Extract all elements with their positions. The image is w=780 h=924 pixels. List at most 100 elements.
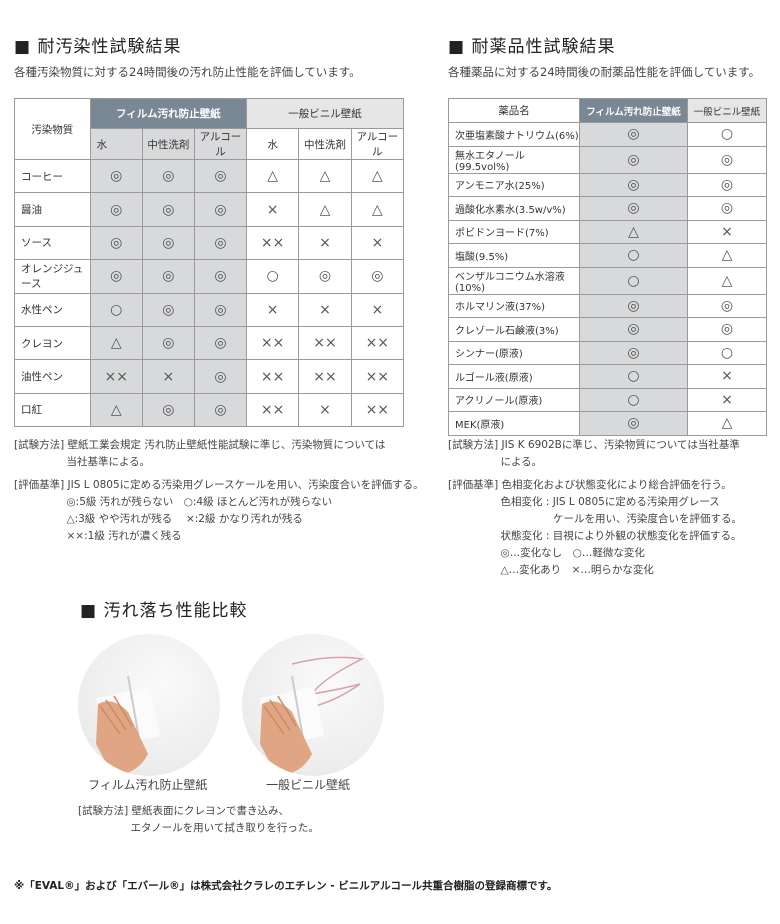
rating-cell: ×× [350,392,405,428]
vinyl-wallpaper-caption: 一般ビニル壁紙 [266,778,351,792]
subheader-cell: 水 [245,128,300,160]
table-row: ホルマリン液(37%) ◎ ◎ [448,293,767,318]
rating-cell: × [298,292,352,327]
rating-cell: ○ [579,243,688,268]
table-row: ポビドンヨード(7%) △ × [448,219,767,244]
substance-name: 口紅 [14,392,91,428]
note-line: ××:1級 汚れが濃く残る [14,530,182,542]
rating-cell: ◎ [141,392,195,428]
subheader-cell: アルコール [350,128,405,160]
rating-cell: ◎ [579,411,688,436]
rating-cell: ×× [298,325,352,361]
rating-cell: △ [350,192,405,227]
rating-cell: ◎ [579,317,688,342]
hand-wiping-illustration [96,675,161,776]
note-line: [試験方法] JIS K 6902Bに準じ、汚染物質については当社基準 [448,439,740,451]
rating-cell: ◎ [350,259,405,294]
rating-cell: ◎ [687,196,767,221]
vinyl-wallpaper-photo [242,634,384,776]
table-row: シンナー(原液) ◎ ○ [448,340,767,365]
rating-cell: ◎ [141,259,195,294]
chemical-name: 次亜塩素酸ナトリウム(6%) [448,122,580,147]
rating-cell: △ [89,325,143,361]
table-row: 次亜塩素酸ナトリウム(6%) ◎ ○ [448,122,767,147]
film-wallpaper-photo [78,634,220,776]
table-row: アクリノール(原液) ○ × [448,387,767,412]
header-general-vinyl: 一般ビニル壁紙 [245,98,405,129]
table-row: 水性ペン ○ ◎ ◎ × × × [14,292,405,327]
chemical-test-notes: [試験方法] JIS K 6902Bに準じ、汚染物質については当社基準 による。… [448,437,742,579]
rating-cell: △ [298,192,352,227]
rating-cell: ○ [579,266,688,295]
rating-cell: ◎ [141,225,195,261]
rating-cell: × [350,225,405,261]
note-line: [試験方法] 壁紙表面にクレヨンで書き込み、 [78,805,290,817]
rating-cell: △ [579,219,688,244]
rating-cell: × [141,359,195,394]
table-row: 塩酸(9.5%) ○ △ [448,243,767,268]
hand-wiping-illustration [260,656,365,776]
rating-cell: × [687,364,767,389]
rating-cell: ◎ [141,325,195,361]
table-row: クレヨン △ ◎ ◎ ×× ×× ×× [14,325,405,361]
header-chemical: 薬品名 [448,98,580,123]
note-line: による。 [448,456,543,468]
chemical-name: 塩酸(9.5%) [448,243,580,268]
chemical-name: シンナー(原液) [448,340,580,365]
rating-cell: ×× [245,225,300,261]
rating-cell: ◎ [579,122,688,147]
rating-cell: ×× [298,359,352,394]
note-line: ◎…変化なし ○…軽微な変化 [448,547,645,559]
chemical-resistance-title: ■ 耐薬品性試験結果 [448,37,616,57]
chemical-name: アンモニア水(25%) [448,172,580,197]
chemical-name: クレゾール石鹸液(3%) [448,317,580,342]
rating-cell: ○ [579,387,688,412]
note-line: 状態変化 : 目視により外観の状態変化を評価する。 [448,530,742,542]
note-line: ケールを用い、汚染度合いを評価する。 [448,513,742,525]
chemical-resistance-table: 薬品名 フィルム汚れ防止壁紙 一般ビニル壁紙 次亜塩素酸ナトリウム(6%) ◎ ○ 無… [448,98,767,436]
rating-cell: ◎ [193,292,247,327]
rating-cell: ◎ [141,292,195,327]
subheader-cell: アルコール [193,128,247,160]
rating-cell: × [687,219,767,244]
rating-cell: ×× [245,359,300,394]
rating-cell: ◎ [579,172,688,197]
substance-name: ソース [14,225,91,261]
table-row: アンモニア水(25%) ◎ ◎ [448,172,767,197]
rating-cell: ○ [89,292,143,327]
chemical-name: 過酸化水素水(3.5w/v%) [448,196,580,221]
header-film-wallpaper: フィルム汚れ防止壁紙 [89,98,247,129]
substance-name: クレヨン [14,325,91,361]
rating-cell: △ [89,392,143,428]
chemical-name: アクリノール(原液) [448,387,580,412]
substance-name: 水性ペン [14,292,91,327]
rating-cell: ×× [350,359,405,394]
table-row: 無水エタノール(99.5vol%) ◎ ◎ [448,145,767,174]
chemical-name: MEK(原液) [448,411,580,436]
note-line: △:3級 やや汚れが残る ×:2級 かなり汚れが残る [14,513,303,525]
rating-cell: ◎ [89,158,143,194]
rating-cell: △ [687,243,767,268]
table-row: ベンザルコニウム水溶液(10%) ○ △ [448,266,767,295]
note-line: ◎:5級 汚れが残らない ○:4級 ほとんど汚れが残らない [14,496,333,508]
note-line: 色相変化 : JIS L 0805に定める汚染用グレース [448,496,720,508]
header-film-wallpaper: フィルム汚れ防止壁紙 [579,98,688,123]
table-row: 油性ペン ×× × ◎ ×× ×× ×× [14,359,405,394]
rating-cell: ◎ [687,172,767,197]
rating-cell: ◎ [89,225,143,261]
substance-name: オレンジジュース [14,259,91,294]
subheader-cell: 中性洗剤 [298,128,352,160]
rating-cell: ◎ [298,259,352,294]
rating-cell: ◎ [193,225,247,261]
rating-cell: ◎ [687,293,767,318]
rating-cell: ◎ [141,158,195,194]
rating-cell: ◎ [89,192,143,227]
table-row: ソース ◎ ◎ ◎ ×× × × [14,225,405,261]
rating-cell: △ [245,158,300,194]
rating-cell: ◎ [141,192,195,227]
rating-cell: ×× [350,325,405,361]
stain-resistance-title: ■ 耐汚染性試験結果 [14,37,182,57]
note-line: [評価基準] JIS L 0805に定める汚染用グレースケールを用い、汚染度合い… [14,479,424,491]
note-line: [試験方法] 壁紙工業会規定 汚れ防止壁紙性能試験に準じ、汚染物質については [14,439,386,451]
stain-test-notes: [試験方法] 壁紙工業会規定 汚れ防止壁紙性能試験に準じ、汚染物質については 当… [14,437,424,545]
